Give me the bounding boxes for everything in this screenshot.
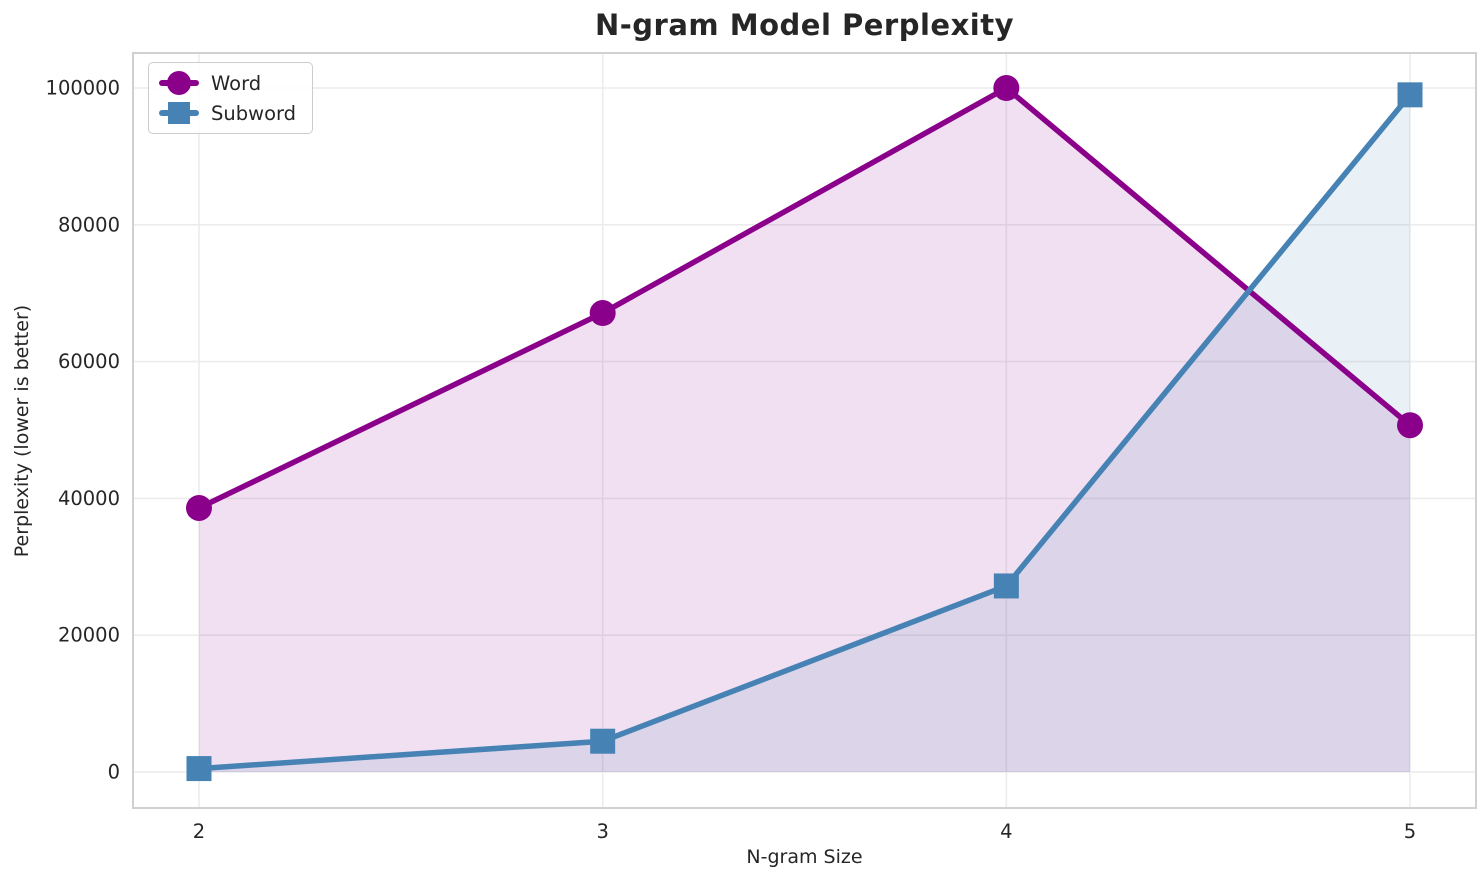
y-tick-label: 80000 — [58, 213, 120, 236]
y-tick-label: 0 — [108, 761, 120, 784]
y-axis-label: Perplexity (lower is better) — [11, 304, 33, 558]
y-tick-label: 60000 — [58, 350, 120, 373]
legend-label: Word — [211, 71, 262, 95]
data-point-subword — [993, 573, 1019, 599]
x-tick-label: 3 — [596, 820, 608, 843]
legend-marker-shape — [168, 102, 190, 124]
data-point-word — [1397, 412, 1424, 439]
legend-item-subword: Subword — [159, 98, 296, 128]
area-fill-word — [199, 88, 1411, 772]
data-point-word — [993, 75, 1020, 101]
legend: Word Subword — [148, 62, 314, 134]
y-tick-label: 100000 — [46, 77, 120, 100]
data-point-subword — [1397, 82, 1423, 108]
y-tick-label: 40000 — [58, 487, 120, 510]
data-point-word — [186, 494, 212, 521]
legend-label: Subword — [211, 101, 297, 125]
legend-marker-shape — [167, 71, 191, 95]
legend-item-word: Word — [159, 68, 296, 98]
area-fill-subword — [199, 94, 1411, 773]
x-axis-label: N-gram Size — [746, 846, 863, 868]
y-tick-label: 20000 — [58, 624, 120, 647]
legend-circle-marker-icon — [159, 69, 199, 97]
series-line-word — [196, 85, 1413, 511]
data-point-word — [589, 300, 616, 327]
x-tick-label: 5 — [1404, 820, 1416, 843]
data-point-subword — [186, 756, 212, 782]
data-point-subword — [590, 728, 616, 754]
series-line-subword — [196, 92, 1413, 772]
chart-title: N-gram Model Perplexity — [594, 8, 1014, 42]
x-tick-label: 2 — [193, 820, 205, 843]
plot-border — [132, 52, 1477, 809]
legend-square-marker-icon — [159, 99, 199, 127]
x-tick-label: 4 — [1000, 820, 1012, 843]
